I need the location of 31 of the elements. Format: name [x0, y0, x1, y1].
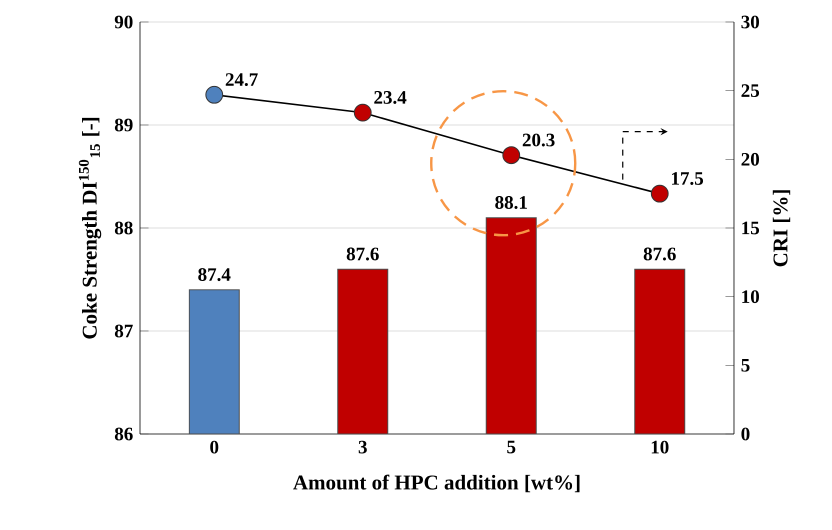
y-tick-label: 87	[114, 324, 133, 338]
x-tick-label: 5	[507, 440, 516, 454]
data-label: 87.6	[644, 248, 676, 260]
data-label: 23.4	[374, 91, 406, 104]
x-axis-title: Amount of HPC addition [wt%]	[293, 474, 580, 492]
y2-tick-label: 10	[742, 290, 760, 304]
y2-tick-label: 25	[742, 84, 760, 98]
y-tick-label: 86	[114, 428, 133, 440]
point	[650, 184, 669, 203]
y2-axis-title: CRI [%]	[772, 190, 790, 266]
y2-tick-label: 5	[741, 358, 750, 372]
x-tick-label: 3	[358, 440, 367, 454]
data-label: 87.4	[198, 268, 231, 282]
y-axis-title: Coke Strength DI$^{150}$$_{15}$ [-]	[78, 118, 102, 339]
data-label: 17.5	[672, 172, 704, 185]
x-tick-label: 10	[652, 440, 669, 454]
data-label: 87.6	[346, 248, 379, 260]
y-tick-label: 89	[114, 118, 133, 132]
y2-tick-label: 15	[742, 222, 760, 234]
y2-tick-label: 0	[741, 428, 750, 440]
y-tick-label: 88	[114, 222, 133, 234]
point	[502, 146, 520, 164]
point	[354, 104, 372, 122]
point	[205, 86, 224, 104]
data-label: 20.3	[522, 134, 555, 146]
y2-tick-label: 20	[742, 152, 760, 166]
data-label: 24.7	[226, 73, 258, 86]
y2-tick-label: 30	[741, 16, 760, 28]
data-label: 88.1	[495, 196, 527, 209]
x-tick-label: 0	[210, 440, 218, 454]
y-tick-label: 90	[114, 16, 133, 28]
